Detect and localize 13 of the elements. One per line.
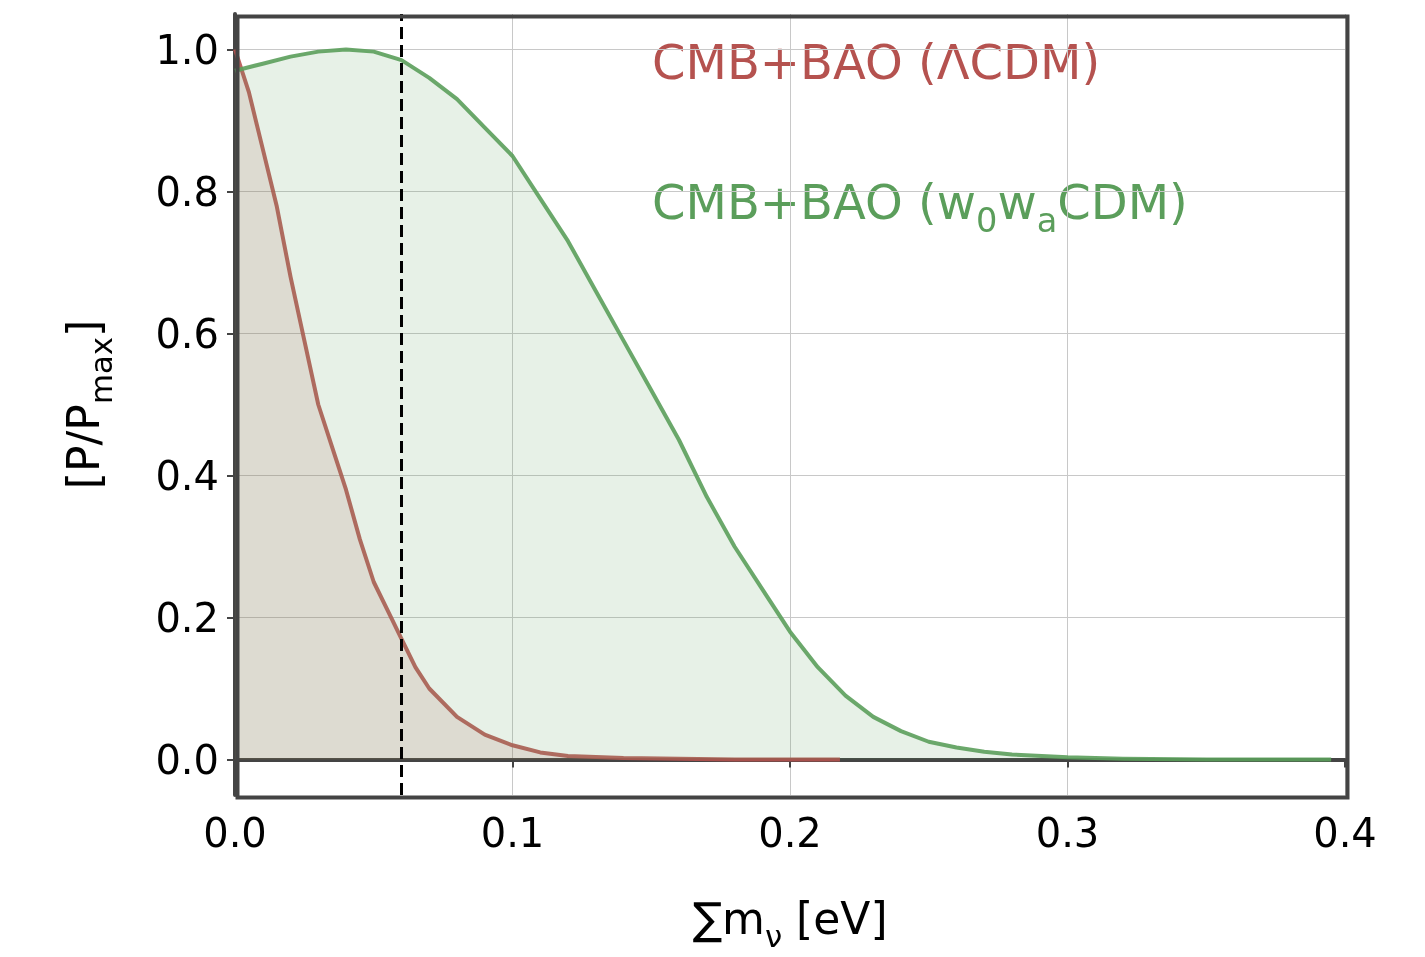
- y-tick-label: 0.0: [155, 736, 219, 783]
- x-tick-label: 0.0: [203, 810, 267, 856]
- y-tick-label: 0.2: [155, 594, 219, 641]
- y-axis-title: [P/Pmax]: [57, 319, 119, 490]
- x-tick-label: 0.1: [480, 810, 545, 856]
- y-tick-label: 1.0: [155, 26, 219, 73]
- x-tick-label: 0.3: [1035, 810, 1100, 856]
- y-tick-label: 0.4: [155, 452, 219, 499]
- y-tick-label: 0.6: [155, 310, 219, 357]
- x-tick-label: 0.4: [1313, 810, 1377, 856]
- x-tick-label: 0.2: [758, 810, 822, 856]
- text: CMB+BAO (ΛCDM): [652, 34, 1101, 90]
- y-tick-label: 0.8: [155, 168, 219, 215]
